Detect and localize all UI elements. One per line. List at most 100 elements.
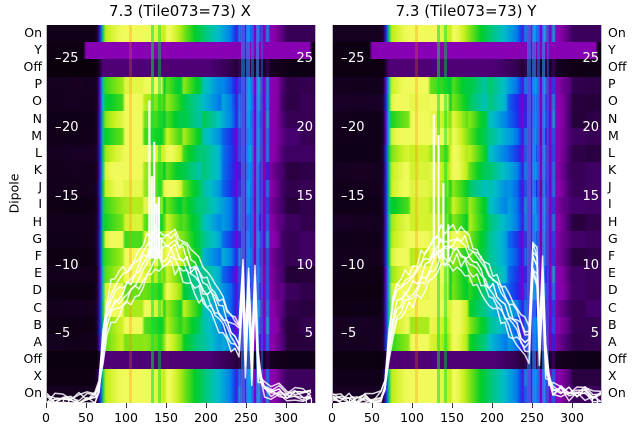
category-tick-label: D — [608, 282, 618, 298]
category-tick-label: L — [608, 144, 615, 160]
heatmap-vertical-stripe — [415, 25, 418, 403]
heatmap-row — [47, 385, 315, 403]
category-tick-label: H — [32, 213, 42, 229]
heatmap-row — [47, 42, 315, 60]
x-axis-tick-label: 100 — [114, 410, 138, 425]
category-tick-label: On — [608, 385, 626, 401]
category-tick-label: C — [33, 299, 42, 315]
heatmap-vertical-stripe — [546, 25, 550, 403]
heatmap-row — [47, 368, 315, 387]
category-tick-label: M — [608, 127, 619, 143]
heatmap-row — [47, 334, 315, 353]
heatmap-row — [333, 368, 601, 387]
category-tick-label: K — [608, 162, 617, 178]
heatmap-row — [333, 282, 601, 301]
category-tick-label: N — [32, 110, 42, 126]
heatmap-vertical-stripe — [158, 25, 161, 403]
x-axis-panel-y: 0 50 100 150 200 250 300 — [328, 403, 600, 437]
category-tick-label: J — [608, 179, 612, 195]
panel-y[interactable]: 7.3 (Tile073=73) Y –0 0 –5 5 –10 10 –15 15 –20 20… — [332, 2, 602, 403]
heatmap-vertical-stripe — [437, 25, 440, 403]
category-tick-label: K — [33, 162, 42, 178]
heatmap-row — [333, 110, 601, 129]
category-tick-label: On — [608, 24, 626, 40]
category-tick-label: B — [33, 316, 42, 332]
category-tick-label: A — [33, 333, 42, 349]
x-axis-tick — [206, 403, 207, 408]
heatmap-row — [333, 59, 601, 78]
x-axis-tick — [532, 403, 533, 408]
x-axis-tick-label: 0 — [328, 410, 336, 425]
category-tick-label: M — [31, 127, 42, 143]
x-axis-tick — [412, 403, 413, 408]
x-axis-tick — [246, 403, 247, 408]
heatmap-row — [333, 334, 601, 353]
x-axis-panel-x: 0 50 100 150 200 250 300 — [42, 403, 314, 437]
category-tick-label: D — [32, 282, 42, 298]
x-axis-tick — [372, 403, 373, 408]
heatmap-row — [47, 76, 315, 95]
x-axis-tick-label: 150 — [154, 410, 178, 425]
panel-x-plot-area[interactable]: –0 0 –5 5 –10 10 –15 15 –20 20 –25 25 — [46, 25, 316, 403]
heatmap-row — [333, 248, 601, 267]
heatmap-row — [47, 179, 315, 198]
x-axis-tick-label: 100 — [400, 410, 424, 425]
heatmap-vertical-stripe — [151, 25, 154, 403]
heatmap-row — [47, 145, 315, 164]
heatmap-row — [333, 145, 601, 164]
category-tick-label: Off — [23, 351, 42, 367]
heatmap-row — [47, 214, 315, 232]
heatmap-vertical-stripe — [129, 25, 132, 403]
category-tick-label: Y — [608, 41, 616, 57]
heatmap-row — [333, 162, 601, 181]
x-axis-tick — [166, 403, 167, 408]
heatmap-row — [333, 317, 601, 335]
x-axis-tick-label: 50 — [78, 410, 94, 425]
heatmap-row — [333, 231, 601, 249]
x-axis-tick-label: 200 — [480, 410, 504, 425]
panel-y-title: 7.3 (Tile073=73) Y — [395, 2, 537, 20]
heatmap-vertical-stripe — [241, 25, 245, 403]
category-tick-label: On — [24, 24, 42, 40]
x-axis-tick — [452, 403, 453, 408]
category-tick-label: Off — [23, 58, 42, 74]
category-tick-label: On — [24, 385, 42, 401]
category-tick-label: F — [608, 247, 616, 263]
heatmap-row — [47, 93, 315, 112]
heatmap-vertical-stripe — [251, 25, 255, 403]
heatmap-row — [47, 128, 315, 146]
panel-x[interactable]: 7.3 (Tile073=73) X –0 0 –5 5 –10 10 –15 15 –20 20… — [46, 2, 316, 403]
heatmap-row — [333, 128, 601, 146]
category-tick-label: E — [608, 265, 616, 281]
category-axis-left: On Y Off P O N M L K J I H G F E D C B A Off X On — [4, 25, 44, 403]
x-axis-tick — [46, 403, 47, 408]
x-axis-tick-label: 300 — [560, 410, 584, 425]
category-tick-label: P — [608, 76, 616, 92]
heatmap-vertical-stripe — [527, 25, 531, 403]
x-axis-tick-label: 150 — [440, 410, 464, 425]
heatmap-vertical-stripe — [537, 25, 541, 403]
category-tick-label: O — [32, 93, 42, 109]
category-tick-label: N — [608, 110, 618, 126]
heatmap-row — [47, 196, 315, 215]
x-axis-tick — [86, 403, 87, 408]
heatmap-row — [47, 231, 315, 249]
x-axis-tick — [492, 403, 493, 408]
category-tick-label: Off — [608, 351, 627, 367]
heatmap-vertical-stripe — [444, 25, 447, 403]
x-axis-tick-label: 250 — [520, 410, 544, 425]
panel-x-title: 7.3 (Tile073=73) X — [109, 2, 251, 20]
panel-y-plot-area[interactable]: –0 0 –5 5 –10 10 –15 15 –20 20 –25 25 — [332, 25, 602, 403]
heatmap-vertical-stripe — [260, 25, 264, 403]
x-axis-tick-label: 200 — [194, 410, 218, 425]
category-tick-label: L — [35, 144, 42, 160]
category-tick-label: P — [34, 76, 42, 92]
category-tick-label: G — [608, 230, 618, 246]
heatmap-row — [333, 214, 601, 232]
category-tick-label: Off — [608, 58, 627, 74]
x-axis-tick — [572, 403, 573, 408]
heatmap-row — [47, 299, 315, 318]
heatmap-row — [333, 25, 601, 43]
heatmap-row — [333, 93, 601, 112]
